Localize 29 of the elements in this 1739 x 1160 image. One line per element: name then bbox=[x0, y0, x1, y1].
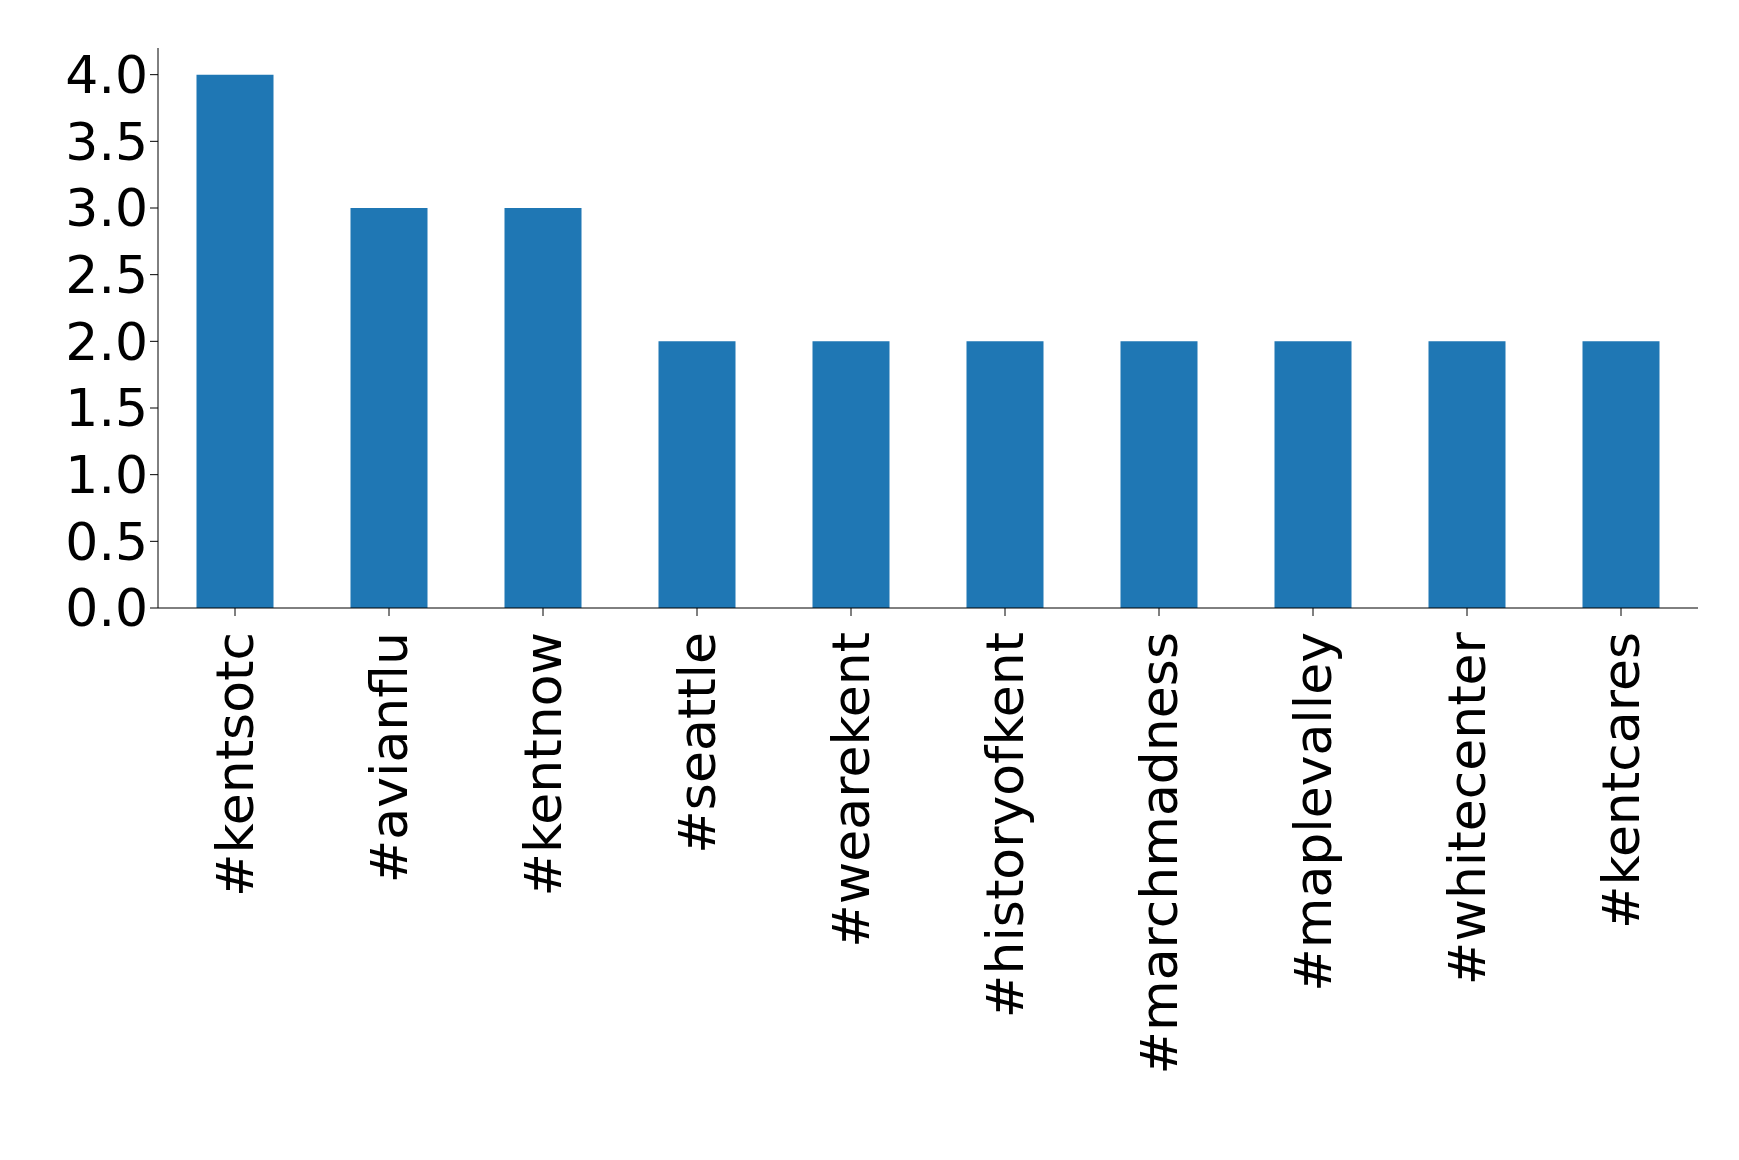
bar bbox=[1120, 341, 1198, 608]
y-tick-label: 4.0 bbox=[65, 45, 148, 106]
x-tick-label: #whitecenter bbox=[1437, 631, 1497, 986]
bar bbox=[812, 341, 890, 608]
x-tick-label: #maplevalley bbox=[1283, 632, 1343, 992]
x-tick-label: #kentcares bbox=[1591, 632, 1651, 929]
bar bbox=[1274, 341, 1352, 608]
bar bbox=[1428, 341, 1506, 608]
y-tick-label: 1.5 bbox=[65, 378, 148, 439]
x-tick-label: #wearekent bbox=[821, 632, 881, 948]
bar bbox=[1582, 341, 1660, 608]
y-tick-label: 2.0 bbox=[65, 311, 148, 372]
x-tick-label: #seattle bbox=[667, 632, 727, 854]
x-tick-label: #avianflu bbox=[359, 632, 419, 884]
y-tick-label: 0.5 bbox=[65, 511, 148, 572]
y-tick-label: 2.5 bbox=[65, 245, 148, 306]
y-tick-label: 1.0 bbox=[65, 445, 148, 506]
x-tick-label: #marchmadness bbox=[1129, 632, 1189, 1075]
x-tick-label: #historyofkent bbox=[975, 632, 1035, 1019]
bar bbox=[350, 208, 428, 608]
y-tick-label: 3.5 bbox=[65, 111, 148, 172]
y-tick-label: 0.0 bbox=[65, 578, 148, 639]
y-tick-label: 3.0 bbox=[65, 178, 148, 239]
bar bbox=[966, 341, 1044, 608]
bar bbox=[504, 208, 582, 608]
bar bbox=[658, 341, 736, 608]
x-tick-label: #kentnow bbox=[513, 632, 573, 897]
bar bbox=[196, 74, 274, 608]
x-tick-label: #kentsotc bbox=[205, 632, 265, 898]
